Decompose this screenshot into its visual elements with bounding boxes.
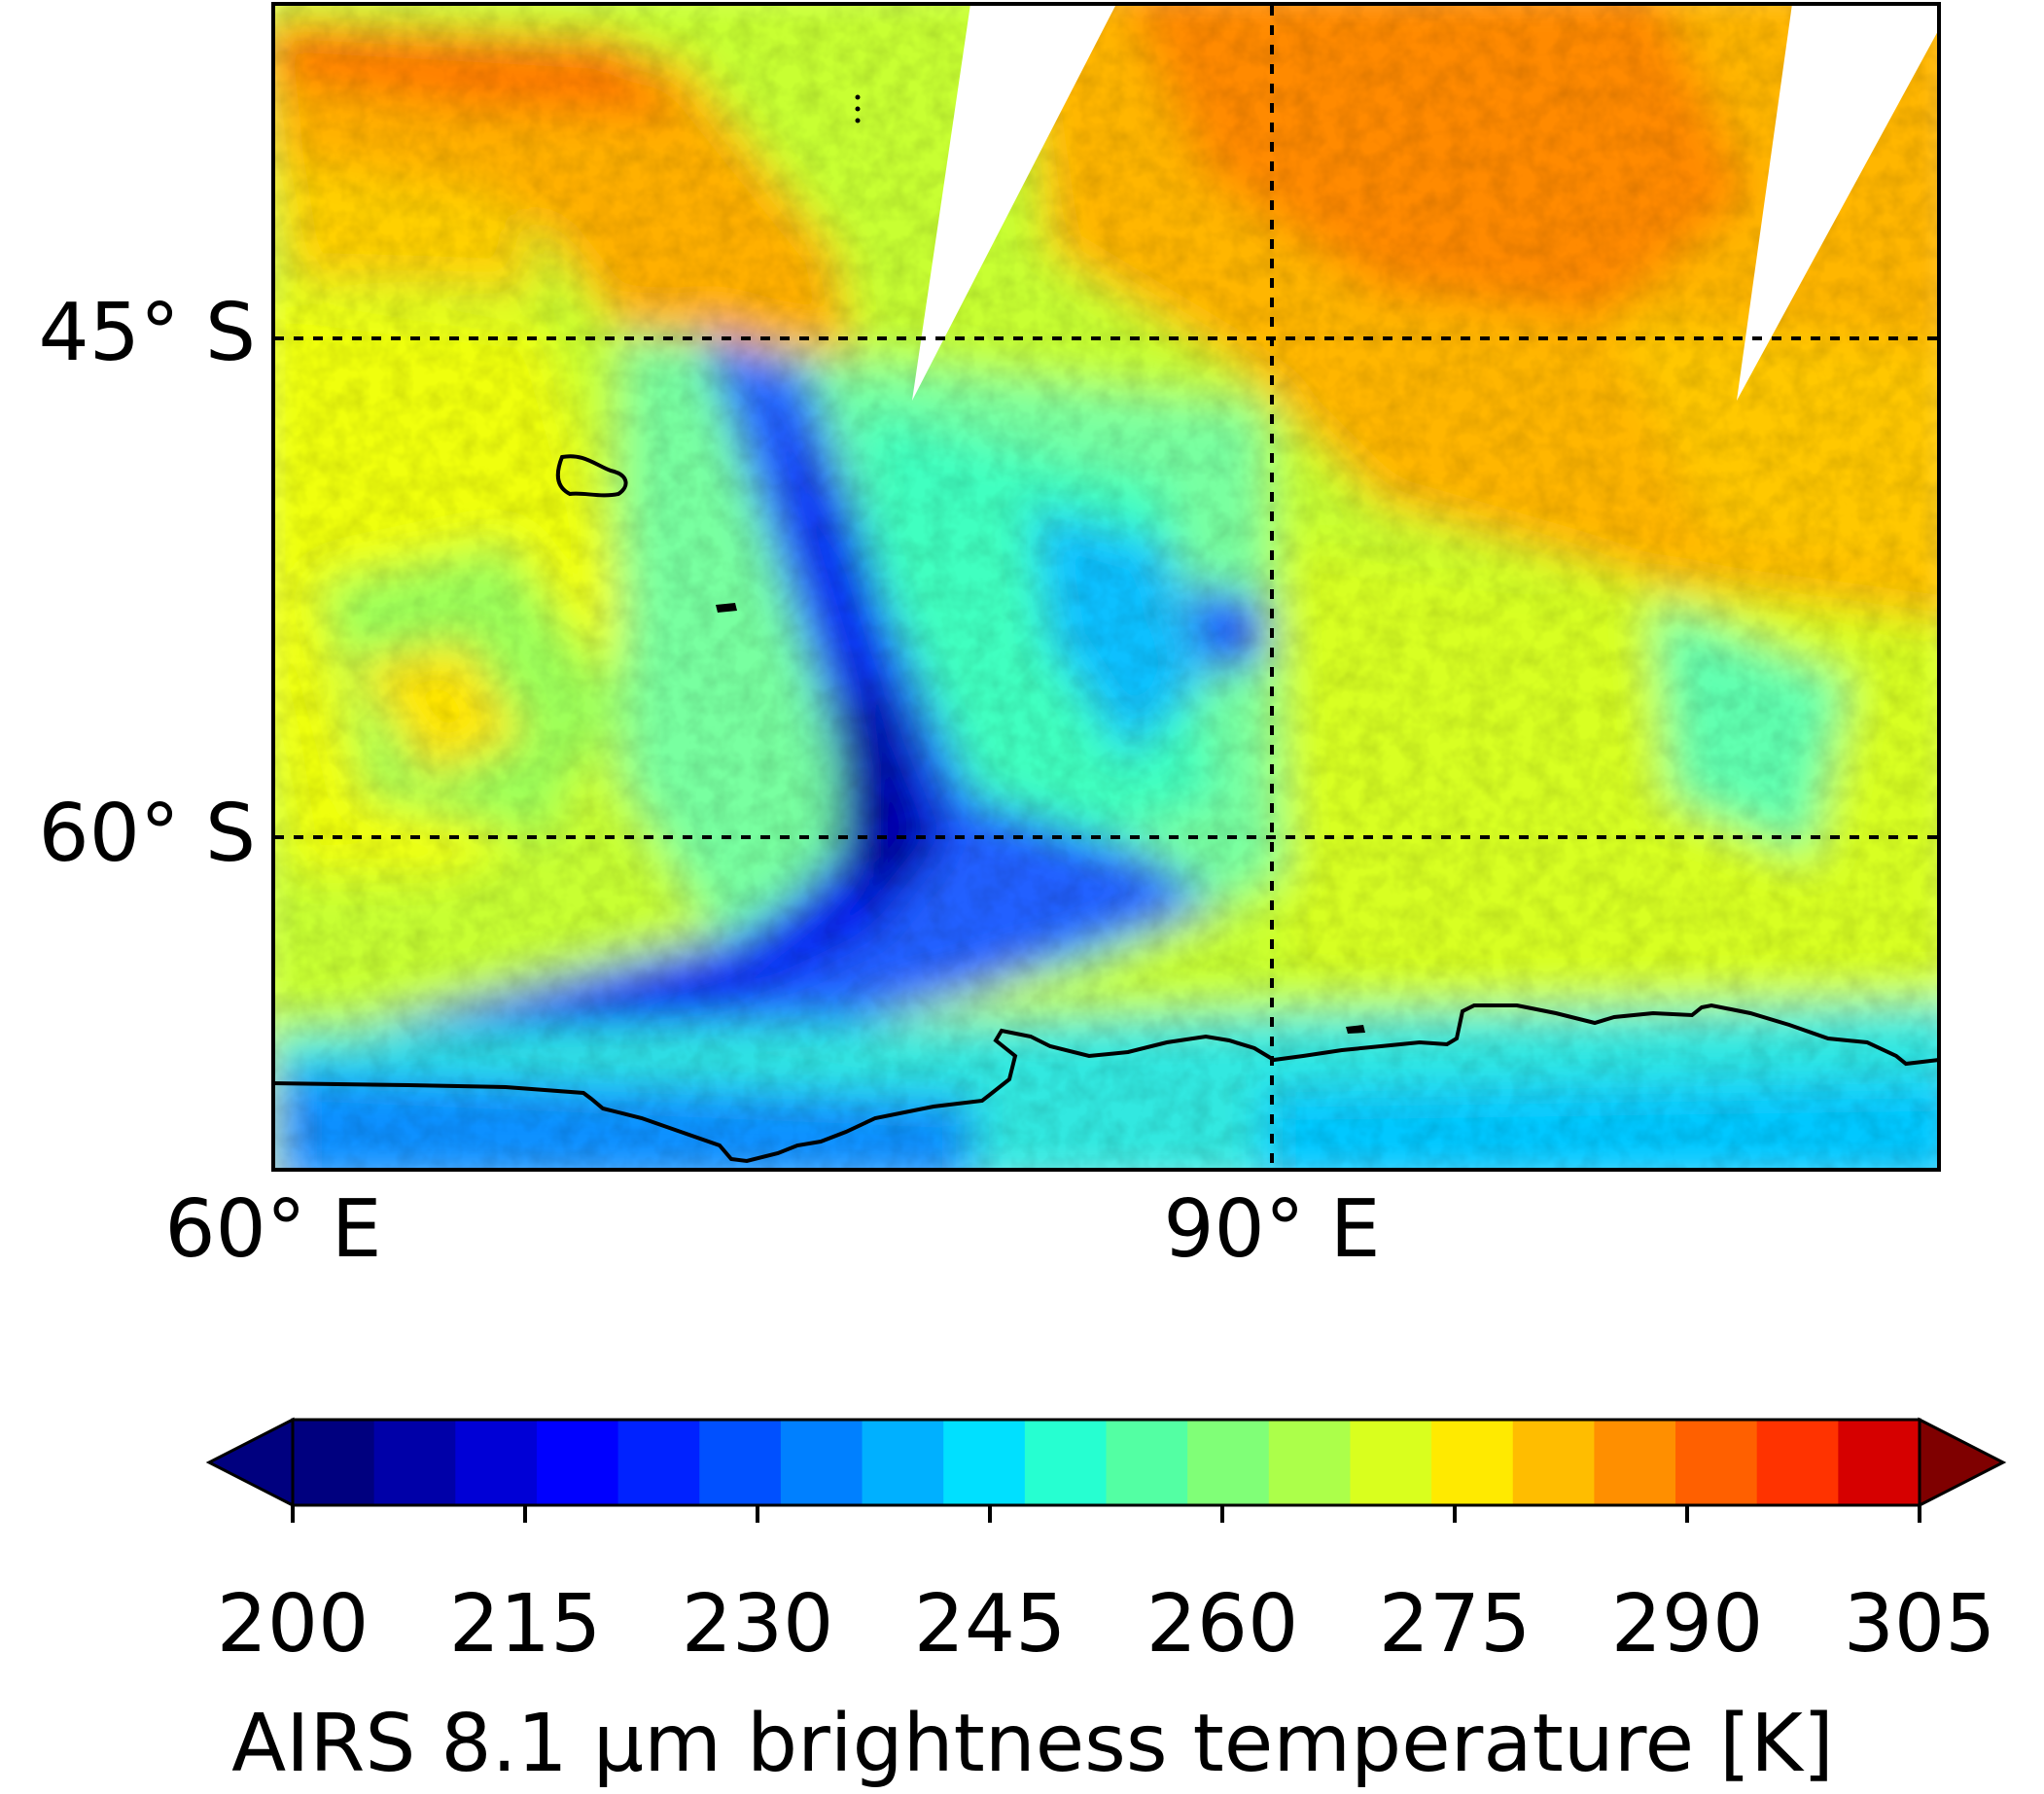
colorbar-segment	[1675, 1420, 1758, 1505]
colorbar-segment	[1350, 1420, 1432, 1505]
colorbar-segment	[780, 1420, 863, 1505]
colorbar-segment	[373, 1420, 457, 1505]
lat-label-45s: 45° S	[39, 287, 256, 379]
colorbar-segment	[943, 1420, 1026, 1505]
colorbar-tick-label: 245	[914, 1578, 1067, 1671]
colorbar-tick-label: 215	[449, 1578, 602, 1671]
colorbar-segment	[455, 1420, 538, 1505]
colorbar-segment	[699, 1420, 782, 1505]
colorbar-extend-under	[205, 1417, 295, 1508]
island-outline	[555, 454, 628, 498]
island-outline	[855, 94, 861, 100]
island-outline	[1346, 1025, 1365, 1034]
island-outline	[855, 106, 861, 112]
map-frame	[271, 2, 1941, 1172]
colorbar-label: AIRS 8.1 μm brightness temperature [K]	[231, 1698, 1834, 1790]
colorbar-segments	[293, 1420, 1921, 1505]
colorbar-segment	[1268, 1420, 1352, 1505]
colorbar-segment	[1756, 1420, 1840, 1505]
swath-gap	[912, 4, 1116, 401]
colorbar-tick-label: 275	[1379, 1578, 1532, 1671]
colorbar-segment	[1106, 1420, 1188, 1505]
colorbar-tick-label: 230	[682, 1578, 834, 1671]
colorbar-segment	[293, 1420, 375, 1505]
lon-label-90e: 90° E	[1163, 1183, 1380, 1276]
colorbar-segment	[1431, 1420, 1514, 1505]
colorbar-frame	[291, 1418, 1921, 1507]
colorbar-tick-label: 290	[1611, 1578, 1764, 1671]
swath-gap	[1737, 4, 1939, 401]
colorbar-segment	[862, 1420, 944, 1505]
colorbar-tick-label: 200	[217, 1578, 370, 1671]
colorbar-ticks: 200 215 230 245 260 275 290 305	[217, 1505, 1996, 1671]
colorbar-segment	[536, 1420, 619, 1505]
island-outline	[855, 118, 861, 123]
coastline	[272, 1003, 1939, 1164]
colorbar-segment	[1024, 1420, 1108, 1505]
colorbar-segment	[1838, 1420, 1921, 1505]
map-panel	[271, 2, 1941, 1172]
island-outline	[716, 603, 737, 613]
colorbar-segment	[1187, 1420, 1270, 1505]
colorbar-tick-label: 260	[1146, 1578, 1299, 1671]
colorbar-tick-label: 305	[1844, 1578, 1996, 1671]
lon-label-60e: 60° E	[164, 1183, 381, 1276]
lat-label-60s: 60° S	[39, 788, 256, 880]
colorbar-extend-over	[1918, 1417, 2007, 1508]
colorbar: 200 215 230 245 260 275 290 305	[205, 1417, 2007, 1671]
colorbar-segment	[1512, 1420, 1596, 1505]
colorbar-segment	[1594, 1420, 1676, 1505]
colorbar-segment	[617, 1420, 701, 1505]
